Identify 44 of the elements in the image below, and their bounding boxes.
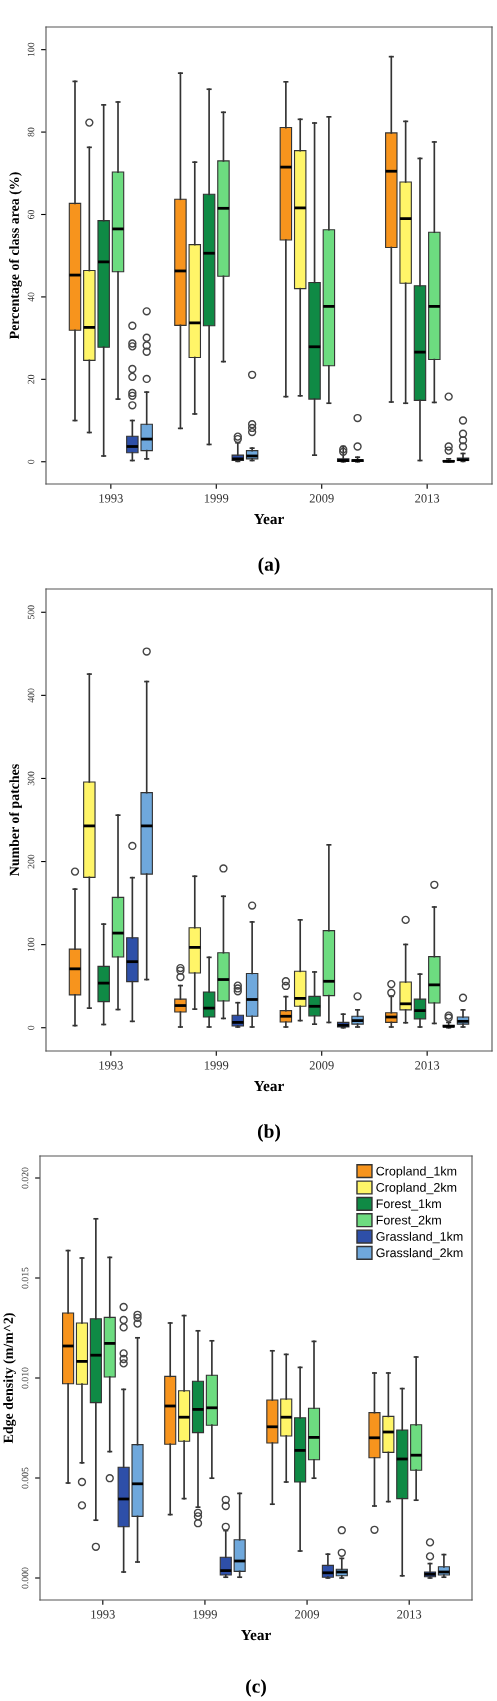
text: (b) — [257, 1124, 281, 1142]
x-axis-title: Year — [241, 1629, 271, 1641]
x-tick-label: 1993 — [99, 494, 123, 503]
y-tick-label: 500 — [27, 605, 35, 619]
x-tick-label: 1993 — [91, 1610, 115, 1619]
x-tick-label: 1993 — [99, 1061, 123, 1070]
x-tick-label: 2009 — [309, 494, 334, 503]
y-tick-label: 20 — [27, 374, 35, 384]
y-tick-label: 60 — [27, 210, 35, 219]
x-tick-label: 1999 — [204, 1061, 229, 1070]
y-tick-label: 100 — [27, 937, 35, 952]
y-tick-label: 0.015 — [21, 1267, 29, 1289]
y-tick-label: 0.010 — [21, 1367, 29, 1389]
legend-label: Forest_1km — [376, 1199, 441, 1211]
y-tick-label: 0 — [27, 459, 35, 464]
y-tick-label: 300 — [27, 771, 35, 786]
text: (a) — [258, 557, 280, 575]
y-tick-label: 0.020 — [21, 1167, 29, 1189]
x-tick-label: 2013 — [415, 1061, 440, 1070]
y-axis-title: Edge density (m/m^2) — [3, 1313, 16, 1444]
text: (c) — [246, 1679, 266, 1697]
x-axis-title: Year — [254, 1080, 284, 1092]
y-axis-title: Percentage of class area (%) — [9, 172, 22, 340]
y-tick-label: 400 — [27, 688, 35, 703]
x-tick-label: 1999 — [204, 494, 229, 503]
x-tick-label: 1999 — [193, 1610, 217, 1619]
y-axis-title: Number of patches — [9, 764, 22, 876]
x-axis-title: Year — [254, 513, 284, 525]
legend-label: Grassland_1km — [376, 1231, 463, 1244]
x-tick-label: 2013 — [415, 494, 440, 503]
legend-label: Cropland_1km — [376, 1166, 457, 1178]
y-tick-label: 0.005 — [21, 1467, 29, 1489]
y-tick-label: 200 — [27, 854, 35, 869]
y-tick-label: 40 — [27, 292, 35, 302]
y-tick-label: 0.000 — [21, 1567, 29, 1589]
legend-label: Grassland_2km — [376, 1248, 463, 1260]
x-tick-label: 2013 — [397, 1610, 422, 1619]
legend-label: Forest_2km — [376, 1215, 441, 1227]
legend-label: Cropland_2km — [376, 1182, 457, 1195]
x-tick-label: 2009 — [309, 1061, 334, 1070]
y-tick-label: 100 — [27, 42, 35, 57]
y-tick-label: 0 — [27, 1025, 35, 1030]
y-tick-label: 80 — [27, 127, 35, 137]
x-tick-label: 2009 — [295, 1610, 320, 1619]
